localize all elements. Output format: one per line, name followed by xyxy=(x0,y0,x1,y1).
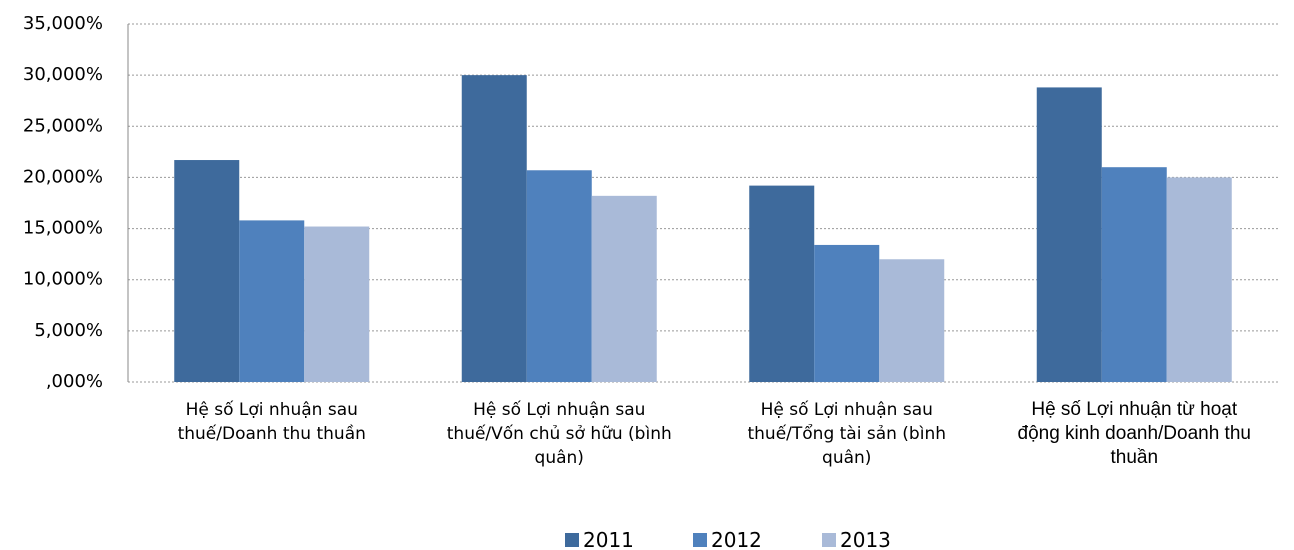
legend-swatch xyxy=(693,533,707,547)
y-tick-label: ,000% xyxy=(46,371,103,392)
y-tick-label: 20,000% xyxy=(23,166,103,187)
bar xyxy=(461,75,527,383)
bar xyxy=(879,259,945,382)
y-tick-label: 10,000% xyxy=(23,269,103,290)
legend-swatch xyxy=(822,533,836,547)
bar xyxy=(749,185,815,382)
bar xyxy=(591,195,657,382)
legend-swatch xyxy=(565,533,579,547)
bar xyxy=(814,244,880,382)
legend-label: 2013 xyxy=(840,528,891,550)
legend-label: 2012 xyxy=(711,528,762,550)
bar xyxy=(1166,177,1232,382)
x-tick-label: Hệ số Lợi nhuận sau thuế/Vốn chủ sở hữu … xyxy=(446,400,672,468)
y-tick-label: 35,000% xyxy=(23,13,103,34)
legend-label: 2011 xyxy=(583,528,634,550)
bar xyxy=(239,220,305,382)
x-tick-label: Hệ số Lợi nhuận sau thuế/Doanh thu thuần xyxy=(177,400,366,444)
bar xyxy=(1036,87,1102,382)
x-tick-label: Hệ số Lợi nhuận từ hoạt động kinh doanh/… xyxy=(1017,399,1251,468)
y-tick-label: 25,000% xyxy=(23,115,103,136)
bar xyxy=(1101,167,1167,382)
y-tick-label: 15,000% xyxy=(23,218,103,239)
y-tick-label: 5,000% xyxy=(34,320,103,341)
legend-item: 2011 xyxy=(565,528,634,550)
bar xyxy=(526,170,592,382)
bar xyxy=(174,160,240,382)
bar xyxy=(304,226,370,382)
legend-item: 2013 xyxy=(822,528,891,550)
x-tick-label: Hệ số Lợi nhuận sau thuế/Tổng tài sản (b… xyxy=(747,400,946,468)
y-tick-label: 30,000% xyxy=(23,64,103,85)
legend-item: 2012 xyxy=(693,528,762,550)
